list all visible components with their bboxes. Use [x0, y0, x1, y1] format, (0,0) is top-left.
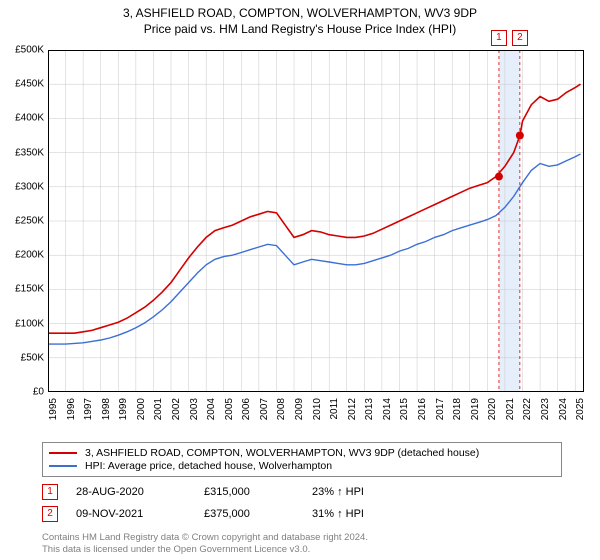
- x-tick-label: 2022: [522, 398, 533, 420]
- event-marker: 1: [491, 30, 507, 46]
- y-axis: £0£50K£100K£150K£200K£250K£300K£350K£400…: [0, 50, 48, 392]
- legend-item: 3, ASHFIELD ROAD, COMPTON, WOLVERHAMPTON…: [49, 447, 555, 459]
- titles: 3, ASHFIELD ROAD, COMPTON, WOLVERHAMPTON…: [0, 0, 600, 36]
- x-tick-label: 2014: [382, 398, 393, 420]
- x-tick-label: 1995: [48, 398, 59, 420]
- footer-line2: This data is licensed under the Open Gov…: [42, 544, 368, 556]
- x-tick-label: 2000: [136, 398, 147, 420]
- transaction-row: 2 09-NOV-2021 £375,000 31% ↑ HPI: [42, 506, 364, 522]
- y-tick-label: £450K: [15, 79, 44, 90]
- x-tick-label: 2018: [452, 398, 463, 420]
- legend-swatch: [49, 452, 77, 454]
- x-tick-label: 1997: [83, 398, 94, 420]
- footer: Contains HM Land Registry data © Crown c…: [42, 532, 368, 556]
- title-subtitle: Price paid vs. HM Land Registry's House …: [0, 22, 600, 36]
- footer-line1: Contains HM Land Registry data © Crown c…: [42, 532, 368, 544]
- x-tick-label: 2007: [259, 398, 270, 420]
- x-tick-label: 2025: [575, 398, 586, 420]
- x-axis: 1995 1996 1997 1998 1999 2000 2001 2002 2003 2004…: [48, 392, 584, 442]
- x-tick-label: 2013: [364, 398, 375, 420]
- x-tick-label: 2003: [189, 398, 200, 420]
- y-tick-label: £0: [33, 387, 44, 398]
- x-tick-label: 2023: [540, 398, 551, 420]
- title-address: 3, ASHFIELD ROAD, COMPTON, WOLVERHAMPTON…: [0, 6, 600, 20]
- legend-label: HPI: Average price, detached house, Wolv…: [85, 460, 332, 472]
- x-tick-label: 2008: [276, 398, 287, 420]
- x-tick-label: 1999: [118, 398, 129, 420]
- transaction-marker: 2: [42, 506, 58, 522]
- x-tick-label: 2005: [224, 398, 235, 420]
- y-tick-label: £50K: [21, 352, 44, 363]
- y-tick-label: £400K: [15, 113, 44, 124]
- legend-label: 3, ASHFIELD ROAD, COMPTON, WOLVERHAMPTON…: [85, 447, 479, 459]
- x-tick-label: 2009: [294, 398, 305, 420]
- event-marker: 2: [512, 30, 528, 46]
- y-tick-label: £150K: [15, 284, 44, 295]
- transaction-date: 09-NOV-2021: [76, 508, 186, 520]
- legend: 3, ASHFIELD ROAD, COMPTON, WOLVERHAMPTON…: [42, 442, 562, 477]
- x-tick-label: 2019: [470, 398, 481, 420]
- x-tick-label: 2010: [312, 398, 323, 420]
- y-tick-label: £300K: [15, 181, 44, 192]
- x-tick-label: 2011: [329, 398, 340, 420]
- x-tick-label: 2002: [171, 398, 182, 420]
- plot-area: 12: [48, 50, 584, 392]
- x-tick-label: 2021: [505, 398, 516, 420]
- legend-item: HPI: Average price, detached house, Wolv…: [49, 460, 555, 472]
- x-tick-label: 2015: [399, 398, 410, 420]
- x-tick-label: 2004: [206, 398, 217, 420]
- x-tick-label: 2012: [347, 398, 358, 420]
- transaction-date: 28-AUG-2020: [76, 486, 186, 498]
- x-tick-label: 1996: [66, 398, 77, 420]
- x-tick-label: 2024: [558, 398, 569, 420]
- y-tick-label: £250K: [15, 216, 44, 227]
- transaction-marker: 1: [42, 484, 58, 500]
- legend-swatch: [49, 465, 77, 467]
- transaction-delta: 23% ↑ HPI: [312, 486, 364, 498]
- x-tick-label: 2020: [487, 398, 498, 420]
- transaction-price: £315,000: [204, 486, 294, 498]
- x-tick-label: 2006: [241, 398, 252, 420]
- transaction-price: £375,000: [204, 508, 294, 520]
- y-tick-label: £350K: [15, 147, 44, 158]
- y-tick-label: £500K: [15, 45, 44, 56]
- x-tick-label: 1998: [101, 398, 112, 420]
- transaction-delta: 31% ↑ HPI: [312, 508, 364, 520]
- chart-svg: [48, 50, 584, 392]
- y-tick-label: £200K: [15, 250, 44, 261]
- chart-container: 3, ASHFIELD ROAD, COMPTON, WOLVERHAMPTON…: [0, 0, 600, 560]
- x-tick-label: 2017: [435, 398, 446, 420]
- transaction-row: 1 28-AUG-2020 £315,000 23% ↑ HPI: [42, 484, 364, 500]
- x-tick-label: 2001: [153, 398, 164, 420]
- x-tick-label: 2016: [417, 398, 428, 420]
- y-tick-label: £100K: [15, 318, 44, 329]
